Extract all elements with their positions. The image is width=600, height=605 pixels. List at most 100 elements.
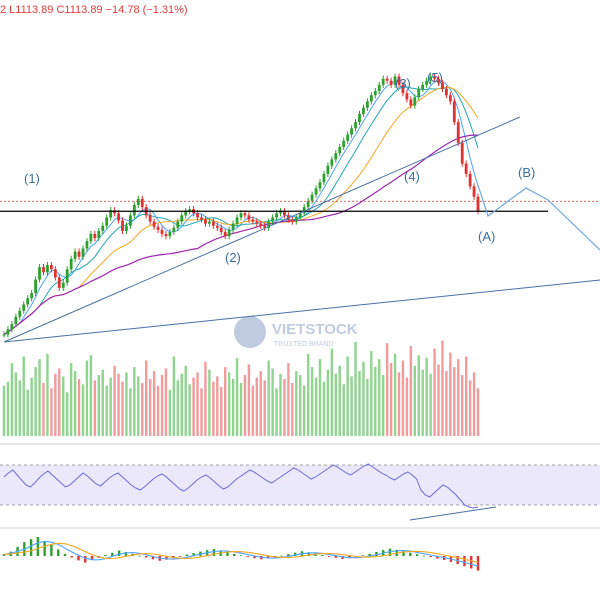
rsi-divergence-line — [409, 506, 497, 521]
volume-bar — [2, 385, 6, 436]
candle-body — [251, 219, 255, 222]
candle-body — [200, 217, 203, 220]
macd-hist-bar — [470, 556, 473, 569]
volume-bar — [299, 375, 302, 436]
svg-text:TRUSTED BRAND: TRUSTED BRAND — [274, 341, 334, 348]
candle-body — [445, 89, 448, 96]
candle-body — [140, 198, 144, 208]
volume-bar — [14, 372, 18, 436]
candle-body — [34, 279, 37, 294]
volume-bar — [58, 368, 61, 436]
candle-body — [61, 282, 65, 288]
volume-bar — [259, 371, 262, 436]
volume-bar — [441, 340, 444, 436]
volume-bar — [429, 373, 432, 436]
volume-bar — [137, 376, 140, 436]
candle-body — [433, 76, 436, 79]
volume-bar — [26, 389, 29, 436]
candle-body — [50, 265, 53, 270]
volume-bar — [54, 373, 57, 436]
volume-bar — [73, 371, 77, 436]
volume-bar — [22, 356, 25, 436]
candle-body — [460, 142, 464, 164]
candle-body — [366, 101, 369, 108]
candle-body — [456, 122, 460, 143]
volume-bar — [271, 368, 274, 436]
volume-bar — [476, 388, 480, 436]
candle-body — [65, 269, 69, 283]
candle-body — [129, 215, 132, 226]
macd-hist-bar — [117, 550, 121, 556]
candle-body — [425, 80, 429, 85]
candle-body — [338, 147, 342, 154]
volume-bar — [382, 375, 385, 436]
candle-body — [77, 251, 81, 257]
volume-bar — [283, 379, 286, 436]
macd-hist-bar — [246, 556, 249, 557]
volume-bar — [62, 376, 65, 436]
volume-bar — [346, 356, 349, 436]
candle-body — [188, 209, 192, 212]
volume-bar — [425, 357, 428, 436]
volume-bar — [334, 373, 337, 436]
macd-hist-bar — [293, 552, 297, 556]
volume-bar — [366, 379, 369, 436]
candle-body — [243, 213, 247, 216]
candle-body — [437, 78, 440, 83]
volume-bar — [200, 388, 203, 436]
candle-body — [30, 293, 34, 299]
macd-hist-bar — [192, 553, 195, 556]
macd-hist-bar — [327, 556, 331, 557]
wave-label: (1) — [24, 171, 40, 186]
candle-body — [132, 205, 136, 216]
volume-bar — [421, 369, 424, 436]
volume-bar — [338, 365, 341, 436]
macd-hist-bar — [84, 556, 87, 563]
candle-body — [448, 95, 452, 102]
candle-body — [405, 93, 409, 100]
macd-hist-bar — [266, 556, 270, 559]
volume-bar — [330, 348, 334, 436]
ma-mid-line — [3, 86, 479, 335]
candle-body — [89, 234, 93, 242]
candle-body — [393, 76, 397, 85]
macd-hist-bar — [145, 556, 148, 558]
volume-bar — [224, 367, 227, 436]
volume-bar — [413, 365, 416, 436]
volume-bar — [50, 388, 53, 436]
volume-bar — [251, 385, 255, 436]
volume-bar — [216, 376, 219, 436]
candle-body — [2, 334, 6, 336]
candle-body — [421, 84, 425, 89]
macd-hist-bar — [388, 548, 392, 556]
volume-bar — [389, 363, 393, 436]
candle-body — [223, 231, 227, 237]
wave-label: (2) — [225, 250, 241, 265]
volume-bar — [196, 372, 199, 436]
wave-label: (3) — [395, 76, 411, 91]
candle-body — [184, 211, 188, 216]
macd-hist-bar — [124, 551, 128, 556]
macd-hist-bar — [402, 551, 405, 556]
candle-body — [46, 265, 49, 273]
volume-bar — [208, 369, 211, 436]
volume-bar — [263, 380, 266, 436]
candle-body — [152, 221, 156, 227]
candle-body — [10, 324, 14, 330]
candle-body — [409, 99, 413, 106]
candle-body — [259, 223, 263, 226]
candle-body — [125, 225, 128, 231]
volume-bar — [204, 361, 207, 436]
candle-body — [401, 84, 405, 94]
volume-bar — [409, 345, 413, 436]
volume-bar — [326, 369, 330, 436]
candle-body — [97, 230, 101, 239]
candle-body — [468, 173, 472, 187]
candle-body — [267, 221, 271, 228]
volume-bar — [354, 341, 357, 436]
candle-body — [53, 269, 57, 278]
candle-body — [322, 173, 326, 183]
macd-hist-bar — [287, 554, 290, 556]
volume-bar — [303, 385, 306, 436]
